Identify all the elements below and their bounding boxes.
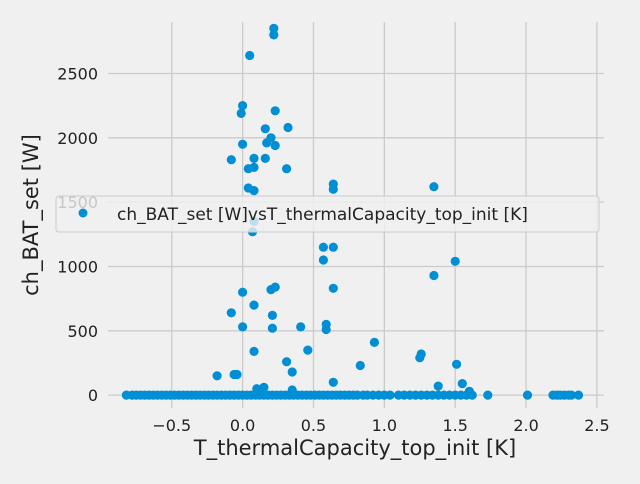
data-point [318, 255, 328, 265]
x-tick-labels: −0.5 0.0 0.5 1.0 1.5 2.0 2.5 [152, 416, 609, 435]
data-point [282, 357, 292, 367]
data-point [457, 379, 467, 389]
y-tick-label: 0 [88, 386, 98, 405]
y-tick-label: 2000 [57, 129, 98, 148]
data-point [287, 367, 297, 377]
data-point [464, 386, 474, 396]
data-point [429, 182, 439, 192]
legend: ch_BAT_set [W]vsT_thermalCapacity_top_in… [55, 195, 600, 233]
data-point [270, 106, 280, 116]
y-axis-label: ch_BAT_set [W] [19, 134, 44, 296]
x-tick-label: −0.5 [152, 416, 191, 435]
data-point [270, 282, 280, 292]
data-point [450, 256, 460, 266]
data-point [232, 369, 242, 380]
data-point [328, 179, 338, 189]
legend-box [55, 195, 600, 233]
data-point [355, 360, 365, 371]
data-point [260, 124, 270, 134]
data-point [385, 390, 395, 400]
data-point [433, 381, 443, 391]
data-point [226, 308, 236, 318]
data-point [266, 133, 276, 143]
data-point [573, 390, 584, 400]
x-tick-label: 1.5 [442, 416, 467, 435]
data-point [249, 153, 259, 163]
data-point [238, 101, 248, 111]
data-point [321, 324, 331, 335]
data-point [260, 153, 270, 163]
data-point [416, 349, 426, 359]
data-point [238, 287, 248, 297]
data-point [269, 30, 279, 40]
data-point [303, 345, 313, 355]
data-point [249, 300, 259, 310]
data-point [212, 371, 222, 381]
data-point [429, 270, 439, 281]
x-tick-label: 0.5 [301, 416, 326, 435]
data-point [238, 322, 248, 332]
legend-label: ch_BAT_set [W]vsT_thermalCapacity_top_in… [117, 205, 528, 225]
data-point [328, 377, 338, 387]
data-point [270, 140, 280, 151]
data-point [249, 162, 259, 172]
data-point [269, 23, 279, 33]
data-point [566, 390, 577, 400]
data-point [287, 385, 297, 395]
data-point [249, 186, 259, 196]
data-point [226, 155, 236, 165]
x-tick-label: 0.0 [230, 416, 255, 435]
data-point [259, 382, 269, 392]
data-point [252, 384, 262, 394]
data-point [296, 322, 306, 332]
y-tick-label: 1000 [57, 257, 98, 276]
data-point [282, 164, 292, 174]
data-point [267, 323, 277, 333]
y-tick-labels: 05001000150020002500 [57, 64, 98, 405]
data-point [245, 50, 255, 61]
data-point [369, 337, 379, 347]
data-point [522, 390, 533, 400]
x-tick-label: 1.0 [372, 416, 397, 435]
legend-marker [78, 208, 88, 218]
data-point [483, 390, 493, 400]
data-point [318, 242, 328, 252]
y-tick-label: 2500 [57, 64, 98, 83]
data-point [236, 108, 246, 118]
data-point [328, 283, 338, 293]
data-point [238, 139, 248, 149]
data-point [267, 310, 277, 320]
data-point [328, 242, 338, 252]
data-point [452, 359, 462, 369]
x-tick-label: 2.5 [584, 416, 609, 435]
x-tick-label: 2.0 [513, 416, 538, 435]
data-point [249, 346, 259, 356]
x-axis-label: T_thermalCapacity_top_init [K] [193, 436, 516, 461]
data-point [283, 122, 293, 133]
y-tick-label: 500 [67, 322, 98, 341]
